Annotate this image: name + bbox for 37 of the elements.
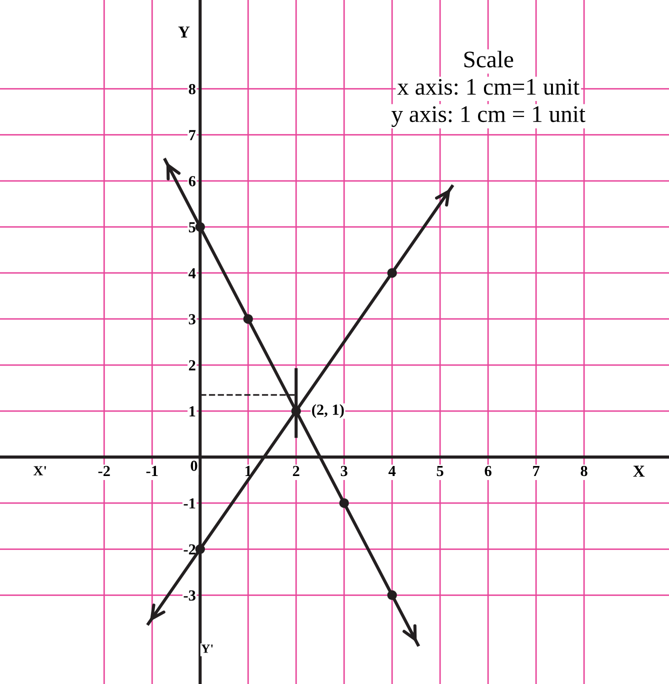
point — [195, 544, 205, 554]
x-tick-label: 6 — [484, 466, 492, 476]
x-tick-label: 4 — [388, 466, 396, 476]
y-tick-label: -1 — [184, 498, 196, 508]
annotation: Scale — [464, 50, 514, 68]
point — [387, 268, 397, 278]
y-tick-label: -2 — [184, 544, 196, 554]
x-tick-label: 7 — [533, 466, 540, 476]
x-tick-label: 3 — [340, 466, 348, 476]
x-tick-label: -2 — [98, 466, 110, 476]
y-tick-label: 6 — [188, 176, 196, 186]
annotation: y axis: 1 cm = 1 unit — [392, 106, 586, 127]
x-tick-label: 8 — [580, 466, 588, 476]
x-axis-title: X — [633, 466, 645, 477]
x-tick-label: 1 — [246, 466, 252, 476]
y-tick-label: 4 — [188, 268, 196, 278]
y-tick-label: 1 — [190, 406, 196, 416]
annotation: 0 — [190, 460, 198, 471]
y-tick-label: 3 — [188, 314, 196, 324]
y-tick-label: 8 — [188, 84, 196, 94]
point — [243, 314, 253, 324]
y-tick-label: 2 — [188, 360, 196, 370]
point — [195, 222, 205, 232]
annotation: x axis: 1 cm=1 unit — [397, 78, 580, 95]
point — [387, 590, 397, 600]
x-tick-label: -1 — [146, 466, 158, 476]
point — [291, 406, 301, 416]
annotation: X' — [33, 466, 46, 476]
y-tick-label: 7 — [189, 130, 196, 140]
y-axis-title: Y — [178, 26, 190, 38]
y-tick-label: -3 — [184, 590, 196, 601]
point — [339, 498, 349, 508]
x-tick-label: 2 — [292, 466, 300, 476]
annotation: Y' — [201, 644, 213, 653]
annotation: (2, 1) — [312, 404, 344, 418]
y-tick-label: 5 — [188, 222, 196, 232]
x-tick-label: 5 — [436, 466, 444, 476]
